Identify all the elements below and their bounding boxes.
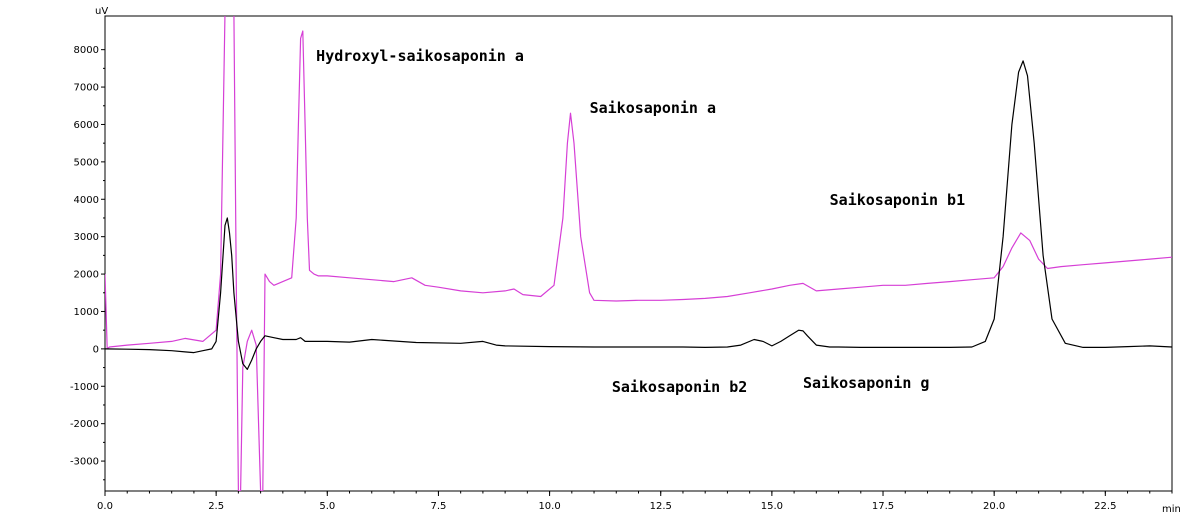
x-tick-label: 22.5 xyxy=(1094,501,1116,512)
peak-annotation: Saikosaponin b1 xyxy=(830,191,965,209)
x-tick-label: 12.5 xyxy=(650,501,672,512)
x-unit-label: min xyxy=(1162,504,1181,515)
x-tick-label: 15.0 xyxy=(761,501,783,512)
y-tick-label: 4000 xyxy=(74,195,99,206)
series-line-1 xyxy=(105,16,1172,491)
series-layer xyxy=(105,16,1172,491)
y-tick-label: 5000 xyxy=(74,157,99,168)
peak-annotation: Saikosaponin g xyxy=(803,374,929,392)
y-unit-label: uV xyxy=(95,6,108,17)
x-tick-label: 2.5 xyxy=(208,501,224,512)
x-tick-label: 10.0 xyxy=(538,501,560,512)
annotation-layer: Hydroxyl-saikosaponin a Saikosaponin a Sai… xyxy=(316,47,965,396)
y-tick-label: 8000 xyxy=(74,45,99,56)
peak-annotation: Hydroxyl-saikosaponin a xyxy=(316,47,524,65)
x-axis: 0.0 2.5 5.0 7.5 10.0 12.5 15.0 17.5 20.0 22.5 xyxy=(97,491,1173,512)
y-tick-label: 3000 xyxy=(74,232,99,243)
y-tick-label: -1000 xyxy=(70,382,99,393)
y-tick-label: 2000 xyxy=(74,270,99,281)
y-tick-label: 1000 xyxy=(74,307,99,318)
plot-frame xyxy=(104,15,1173,492)
peak-annotation: Saikosaponin b2 xyxy=(612,378,747,396)
y-tick-label: -3000 xyxy=(70,457,99,468)
plot-border xyxy=(104,15,1173,492)
peak-annotation: Saikosaponin a xyxy=(590,99,716,117)
y-tick-label: 6000 xyxy=(74,120,99,131)
series-line-2 xyxy=(105,60,1172,370)
x-tick-label: 5.0 xyxy=(319,501,335,512)
x-tick-label: 0.0 xyxy=(97,501,113,512)
y-tick-label: 7000 xyxy=(74,83,99,94)
y-tick-label: -2000 xyxy=(70,419,99,430)
y-axis: 8000 7000 6000 5000 4000 3000 2000 1000 0 -1000 -2… xyxy=(70,45,105,481)
y-tick-label: 0 xyxy=(93,344,99,355)
x-tick-label: 17.5 xyxy=(872,501,894,512)
x-tick-label: 20.0 xyxy=(983,501,1005,512)
x-tick-label: 7.5 xyxy=(430,501,446,512)
